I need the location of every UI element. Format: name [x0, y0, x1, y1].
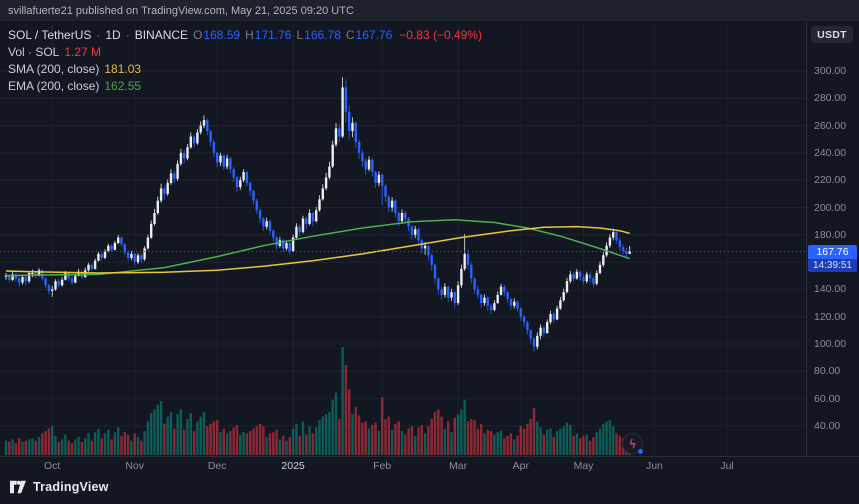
tradingview-logo-icon[interactable]: [10, 480, 26, 494]
brand-name[interactable]: TradingView: [33, 479, 109, 494]
price-tick: 300.00: [814, 65, 847, 77]
interval-label[interactable]: 1D: [105, 27, 121, 42]
notification-dot: [638, 449, 643, 454]
attribution-bar: svillafuerte21 published on TradingView.…: [0, 0, 859, 22]
time-label[interactable]: Oct: [44, 460, 61, 472]
attribution-text: svillafuerte21 published on TradingView.…: [8, 5, 354, 17]
price-tick: 240.00: [814, 146, 847, 159]
price-tick: 60.00: [814, 392, 841, 405]
footer-bar: TradingView: [0, 474, 859, 499]
separator-dot: ·: [96, 27, 101, 42]
exchange-label: BINANCE: [134, 27, 189, 42]
price-tick: 120.00: [814, 310, 847, 323]
separator-dot: ·: [125, 27, 130, 42]
time-label[interactable]: May: [573, 460, 594, 472]
open-value: O 168.59: [193, 27, 241, 42]
time-label[interactable]: Feb: [373, 460, 392, 472]
price-tick: 260.00: [814, 119, 847, 132]
time-label[interactable]: Dec: [207, 460, 227, 472]
time-label[interactable]: Mar: [449, 460, 468, 472]
ema-label: EMA (200, close): [8, 78, 100, 93]
sma-value: 181.03: [104, 61, 142, 76]
legend-sma-row[interactable]: SMA (200, close) 181.03: [8, 60, 482, 77]
close-value: C 167.76: [345, 27, 393, 42]
time-label[interactable]: Nov: [125, 460, 145, 472]
price-tick: 100.00: [814, 338, 847, 350]
sma-label: SMA (200, close): [8, 61, 100, 76]
price-tick: 220.00: [814, 174, 847, 187]
symbol-name[interactable]: SOL / TetherUS: [8, 27, 92, 42]
ema-value: 162.55: [104, 78, 142, 93]
volume-label: Vol · SOL: [8, 44, 60, 59]
price-tick: 200.00: [814, 201, 847, 214]
low-value: L 166.78: [296, 27, 341, 42]
time-label[interactable]: Jul: [720, 460, 734, 472]
time-label[interactable]: Apr: [512, 460, 529, 472]
last-price-badge: 167.76: [808, 244, 857, 259]
price-tick: 140.00: [814, 283, 847, 296]
time-axis[interactable]: Oct Nov Dec 2025 Feb Mar Apr May Jun Jul: [0, 456, 859, 474]
countdown-badge: 14:39:51: [808, 258, 857, 272]
lightning-button[interactable]: ϟ: [622, 433, 643, 454]
legend-ema-row[interactable]: EMA (200, close) 162.55: [8, 77, 482, 94]
time-label[interactable]: 2025: [281, 460, 305, 472]
price-tick: 40.00: [814, 419, 841, 432]
price-axis[interactable]: USDT 167.76 14:39:51 300.00 280.00 260.00 2…: [806, 22, 859, 456]
change-value: −0.83 (−0.49%): [399, 27, 482, 42]
currency-badge[interactable]: USDT: [811, 26, 853, 43]
volume-value: 1.27 M: [64, 44, 102, 59]
price-tick: 180.00: [814, 228, 847, 241]
legend-volume-row[interactable]: Vol · SOL 1.27 M: [8, 43, 482, 60]
price-tick: 280.00: [814, 92, 847, 105]
high-value: H 171.76: [245, 27, 292, 42]
lightning-icon: ϟ: [629, 436, 636, 451]
time-label[interactable]: Jun: [645, 460, 663, 472]
price-tick: 80.00: [814, 365, 841, 378]
